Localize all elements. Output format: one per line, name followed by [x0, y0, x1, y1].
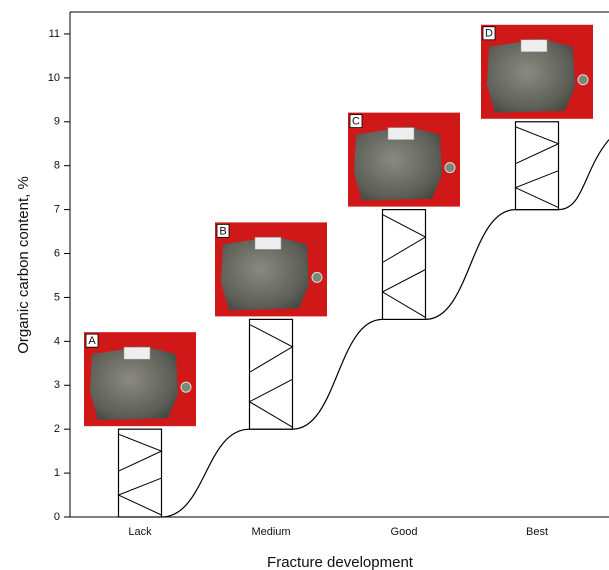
sample-photo: B: [215, 222, 327, 316]
sample-tag: [255, 237, 281, 249]
x-tick-label: Best: [526, 526, 548, 538]
chart: Organic carbon content, % Fracture devel…: [0, 0, 609, 570]
scale-coin: [445, 163, 455, 173]
y-tick-label: 4: [54, 335, 60, 347]
photo-label: C: [352, 116, 360, 128]
sample-photo: D: [481, 25, 593, 119]
y-tick-label: 10: [48, 72, 60, 84]
y-tick-label: 2: [54, 423, 60, 435]
y-tick-label: 7: [54, 204, 60, 216]
sample-photo: C: [348, 113, 460, 207]
sample-tag: [388, 128, 414, 140]
x-tick-label: Good: [391, 526, 418, 538]
scale-coin: [181, 382, 191, 392]
sample-tag: [521, 40, 547, 52]
scale-coin: [578, 75, 588, 85]
x-tick-label: Medium: [251, 526, 290, 538]
y-tick-label: 11: [49, 28, 60, 40]
x-tick-label: Lack: [128, 526, 152, 538]
sample-tag: [124, 347, 150, 359]
y-tick-label: 9: [54, 116, 60, 128]
y-tick-label: 6: [54, 247, 60, 259]
y-tick-label: 1: [54, 467, 60, 479]
photo-label: A: [88, 335, 96, 347]
y-tick-label: 3: [54, 379, 60, 391]
y-tick-label: 5: [54, 291, 60, 303]
photo-label: D: [485, 28, 493, 40]
y-axis-title: Organic carbon content, %: [15, 176, 32, 354]
photo-label: B: [219, 225, 226, 237]
scale-coin: [312, 272, 322, 282]
x-axis-title: Fracture development: [267, 554, 414, 570]
y-tick-label: 8: [54, 160, 60, 172]
y-tick-label: 0: [54, 511, 60, 523]
sample-photo: A: [84, 332, 196, 426]
